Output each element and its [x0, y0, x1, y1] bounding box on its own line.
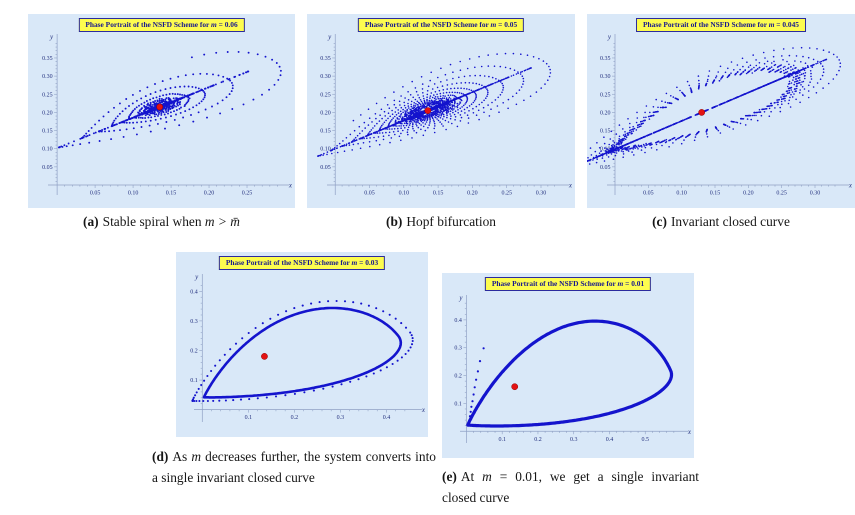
plot-title-text: Phase Portrait of the NSFD Scheme for: [225, 258, 352, 267]
svg-text:0.05: 0.05: [364, 191, 375, 197]
plot-title-value: = 0.045: [774, 20, 799, 29]
plot-title-value: = 0.03: [357, 258, 379, 267]
equilibrium-point: [261, 353, 268, 360]
plot-canvas-b: 0.05 0.10 0.15 0.20 0.25 0.30 0.05 0.10 0.15 0.20…: [317, 33, 573, 197]
svg-text:0.05: 0.05: [643, 191, 654, 197]
svg-text:0.10: 0.10: [320, 147, 331, 153]
plot-canvas-a: 0.05 0.10 0.15 0.20 0.25 0.05 0.10 0.15 0.20 0.25…: [42, 33, 293, 197]
caption-text: Stable spiral when: [102, 214, 205, 229]
plot-title-b: Phase Portrait of the NSFD Scheme for m …: [357, 18, 525, 33]
caption-d: (d) As m decreases further, the system co…: [152, 449, 437, 486]
plot-title-param: m: [490, 20, 497, 29]
plot-title-d: Phase Portrait of the NSFD Scheme for m …: [218, 256, 386, 271]
phase-portrait-panel-a: 0.05 0.10 0.15 0.20 0.25 0.05 0.10 0.15 0.20 0.25…: [28, 14, 295, 208]
svg-text:0.15: 0.15: [320, 129, 331, 135]
plot-title-param: m: [768, 20, 775, 29]
plot-title-text: Phase Portrait of the NSFD Scheme for: [364, 20, 491, 29]
caption-e: (e) At m = 0.01, we get a single invarian…: [442, 469, 699, 506]
plot-title-value: = 0.06: [216, 20, 238, 29]
caption-label: (a): [83, 214, 99, 229]
plot-title-text: Phase Portrait of the NSFD Scheme for: [85, 20, 212, 29]
svg-text:0.25: 0.25: [42, 92, 53, 98]
plot-title-param: m: [351, 258, 358, 267]
caption-label: (e): [442, 469, 457, 484]
plot-title-param: m: [617, 279, 624, 288]
caption-b: (b) Hopf bifurcation: [307, 211, 575, 232]
svg-text:0.35: 0.35: [42, 56, 53, 62]
svg-text:0.15: 0.15: [600, 129, 611, 135]
svg-text:0.30: 0.30: [42, 74, 53, 80]
caption-label: (c): [652, 214, 667, 229]
svg-text:0.35: 0.35: [320, 56, 331, 62]
equilibrium-point: [424, 107, 432, 114]
svg-text:0.20: 0.20: [204, 191, 215, 197]
phase-portrait-panel-e: 0.1 0.2 0.3 0.4 0.5 0.1 0.2 0.3 0.4 x y Phase Port…: [442, 273, 694, 458]
svg-text:0.05: 0.05: [90, 191, 101, 197]
caption-math: m: [191, 449, 202, 464]
svg-text:0.25: 0.25: [320, 92, 331, 98]
caption-label: (b): [386, 214, 403, 229]
svg-text:0.15: 0.15: [710, 191, 721, 197]
plot-title-a: Phase Portrait of the NSFD Scheme for m …: [78, 18, 245, 33]
phase-portrait-panel-d: 0.1 0.2 0.3 0.4 0.1 0.2 0.3 0.4 x y Phase Portrai…: [176, 252, 428, 437]
svg-text:0.20: 0.20: [467, 191, 478, 197]
svg-text:0.25: 0.25: [242, 191, 253, 197]
equilibrium-point: [511, 383, 519, 391]
svg-text:0.05: 0.05: [320, 165, 331, 171]
svg-text:0.05: 0.05: [42, 165, 53, 171]
phase-portrait-panel-c: 0.05 0.10 0.15 0.20 0.25 0.30 0.05 0.10 0.15 0.20…: [587, 14, 855, 208]
svg-text:0.10: 0.10: [399, 191, 410, 197]
caption-text: Hopf bifurcation: [406, 214, 496, 229]
svg-text:0.25: 0.25: [600, 92, 611, 98]
svg-text:0.30: 0.30: [536, 191, 547, 197]
svg-text:0.10: 0.10: [42, 147, 53, 153]
svg-text:y: y: [49, 33, 54, 41]
caption-text: As: [172, 449, 192, 464]
plot-title-value: = 0.05: [496, 20, 518, 29]
svg-text:y: y: [327, 33, 332, 41]
svg-text:x: x: [288, 182, 293, 190]
plot-title-param: m: [211, 20, 217, 29]
svg-text:0.30: 0.30: [320, 74, 331, 80]
svg-text:0.30: 0.30: [600, 74, 611, 80]
caption-math: m > m̄: [204, 214, 240, 229]
svg-text:0.20: 0.20: [320, 110, 331, 116]
plot-title-text: Phase Portrait of the NSFD Scheme for: [491, 279, 618, 288]
svg-text:0.15: 0.15: [166, 191, 177, 197]
plot-canvas-c: 0.05 0.10 0.15 0.20 0.25 0.30 0.05 0.10 0.15 0.20…: [587, 33, 853, 197]
svg-text:0.30: 0.30: [810, 191, 821, 197]
phase-portrait-panel-b: 0.05 0.10 0.15 0.20 0.25 0.30 0.05 0.10 0.15 0.20…: [307, 14, 575, 208]
plot-canvas-d: 0.1 0.2 0.3 0.40.10.20.30.4xy: [190, 273, 426, 422]
caption-text: At: [460, 469, 483, 484]
plot-title-c: Phase Portrait of the NSFD Scheme for m …: [636, 18, 806, 33]
svg-text:x: x: [848, 182, 853, 190]
equilibrium-point: [698, 109, 706, 116]
svg-text:0.10: 0.10: [600, 147, 611, 153]
svg-text:0.25: 0.25: [776, 191, 787, 197]
svg-text:0.15: 0.15: [42, 129, 53, 135]
caption-c: (c) Invariant closed curve: [587, 211, 855, 232]
svg-text:0.10: 0.10: [676, 191, 687, 197]
svg-text:0.15: 0.15: [433, 191, 444, 197]
svg-text:0.35: 0.35: [600, 56, 611, 62]
plot-title-text: Phase Portrait of the NSFD Scheme for: [643, 20, 769, 29]
svg-text:0.20: 0.20: [743, 191, 754, 197]
plot-title-value: = 0.01: [623, 279, 645, 288]
svg-text:0.20: 0.20: [42, 110, 53, 116]
caption-math: m: [482, 469, 492, 484]
caption-a: (a) Stable spiral when m > m̄: [28, 211, 295, 232]
equilibrium-point: [156, 103, 164, 111]
svg-text:x: x: [568, 182, 573, 190]
svg-text:y: y: [607, 33, 612, 41]
svg-text:0.10: 0.10: [128, 191, 139, 197]
svg-text:0.20: 0.20: [600, 110, 611, 116]
caption-text: Invariant closed curve: [670, 214, 790, 229]
svg-text:0.25: 0.25: [501, 191, 512, 197]
plot-canvas-e: 0.1 0.2 0.3 0.4 0.50.10.20.30.4xy: [454, 294, 692, 443]
caption-label: (d): [152, 449, 169, 464]
plot-title-e: Phase Portrait of the NSFD Scheme for m …: [484, 277, 652, 292]
svg-text:0.05: 0.05: [600, 165, 611, 171]
